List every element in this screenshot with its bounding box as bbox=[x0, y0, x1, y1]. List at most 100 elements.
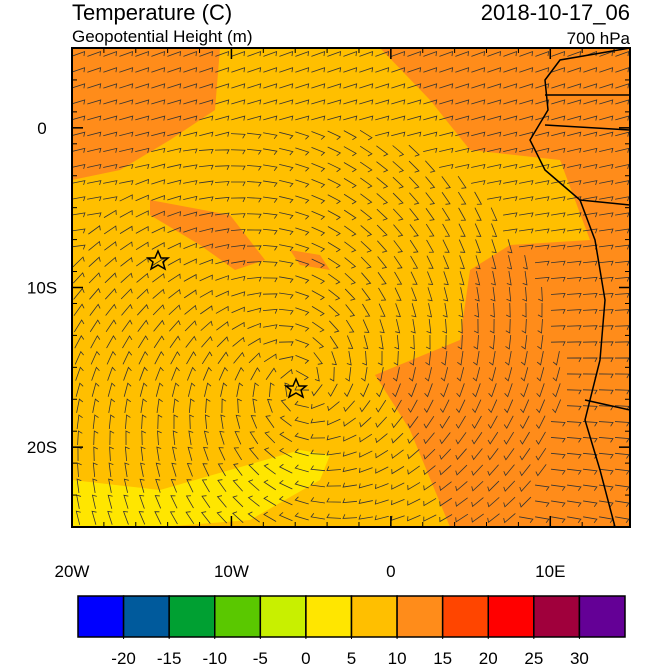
barb bbox=[615, 51, 630, 57]
barb bbox=[167, 226, 181, 234]
barb bbox=[535, 131, 550, 137]
barb bbox=[358, 514, 373, 520]
barb bbox=[107, 494, 113, 509]
barb bbox=[455, 115, 470, 121]
barb bbox=[236, 382, 244, 397]
barb bbox=[90, 350, 100, 365]
barb bbox=[279, 131, 294, 140]
barb bbox=[231, 83, 246, 89]
barb bbox=[567, 484, 582, 491]
barb bbox=[487, 415, 498, 429]
barb bbox=[262, 293, 278, 299]
barb bbox=[519, 115, 534, 121]
barb bbox=[567, 500, 582, 507]
barb bbox=[375, 399, 387, 413]
barb bbox=[615, 147, 630, 153]
barb bbox=[87, 67, 102, 73]
barb bbox=[344, 257, 357, 269]
barb bbox=[157, 430, 162, 446]
barb bbox=[199, 212, 214, 218]
barb bbox=[375, 483, 389, 490]
barb bbox=[217, 351, 229, 364]
barb bbox=[439, 131, 454, 137]
barb bbox=[566, 421, 582, 427]
barb bbox=[137, 304, 149, 316]
barb bbox=[472, 383, 481, 398]
barb bbox=[107, 366, 116, 381]
barb bbox=[614, 276, 630, 282]
barb bbox=[279, 99, 294, 105]
barb bbox=[392, 367, 400, 382]
barb bbox=[183, 148, 198, 154]
barb bbox=[295, 339, 310, 348]
barb bbox=[376, 145, 389, 157]
barb bbox=[103, 67, 118, 73]
barb bbox=[267, 398, 273, 413]
lon-label: 20W bbox=[55, 562, 90, 581]
barb bbox=[119, 99, 134, 105]
barb bbox=[279, 228, 294, 236]
barb bbox=[537, 335, 544, 350]
barb bbox=[503, 480, 516, 492]
barb bbox=[343, 193, 357, 205]
barb bbox=[391, 131, 406, 137]
barb bbox=[344, 225, 357, 237]
barb bbox=[185, 335, 197, 348]
barb bbox=[327, 210, 341, 221]
barb bbox=[424, 383, 433, 398]
barb bbox=[490, 271, 496, 286]
barb bbox=[135, 147, 150, 153]
barb bbox=[249, 431, 259, 445]
barb bbox=[519, 51, 534, 57]
barb bbox=[89, 319, 101, 333]
barb bbox=[395, 303, 401, 318]
barb bbox=[263, 447, 276, 459]
barb bbox=[106, 335, 117, 349]
barb bbox=[327, 83, 342, 89]
barb bbox=[295, 163, 310, 172]
barb bbox=[124, 398, 132, 413]
barb bbox=[311, 163, 326, 172]
barb bbox=[566, 373, 582, 379]
barb bbox=[167, 211, 182, 217]
barb bbox=[582, 276, 598, 282]
colorbar-box bbox=[214, 595, 262, 638]
barb bbox=[471, 115, 486, 121]
warm-area bbox=[150, 200, 265, 270]
barb bbox=[475, 239, 482, 254]
barb bbox=[183, 273, 197, 282]
lat-label: 0 bbox=[37, 119, 46, 138]
barb bbox=[393, 224, 404, 237]
barb bbox=[345, 304, 356, 317]
barb bbox=[537, 318, 543, 334]
barb bbox=[152, 304, 165, 316]
barb bbox=[457, 334, 463, 350]
barb bbox=[471, 67, 486, 73]
barb bbox=[551, 99, 566, 105]
barb bbox=[342, 498, 358, 504]
barb bbox=[247, 337, 261, 346]
barb bbox=[169, 511, 178, 525]
barb bbox=[343, 178, 357, 189]
barb bbox=[425, 350, 432, 366]
barb bbox=[167, 163, 182, 169]
barb bbox=[311, 178, 326, 188]
barb bbox=[327, 257, 341, 269]
barb bbox=[455, 415, 466, 429]
barb bbox=[598, 260, 614, 266]
barb bbox=[395, 319, 401, 334]
barb bbox=[535, 464, 547, 477]
barb bbox=[615, 244, 630, 250]
barb bbox=[567, 468, 582, 475]
barb bbox=[442, 255, 450, 269]
barb bbox=[443, 271, 449, 286]
barb bbox=[329, 335, 339, 349]
borders bbox=[544, 94, 630, 411]
barb bbox=[135, 210, 149, 218]
barb bbox=[358, 467, 373, 474]
barb bbox=[135, 67, 150, 73]
barb bbox=[599, 212, 614, 218]
barb bbox=[614, 309, 630, 314]
cool-area bbox=[72, 450, 330, 527]
barb bbox=[310, 465, 326, 472]
